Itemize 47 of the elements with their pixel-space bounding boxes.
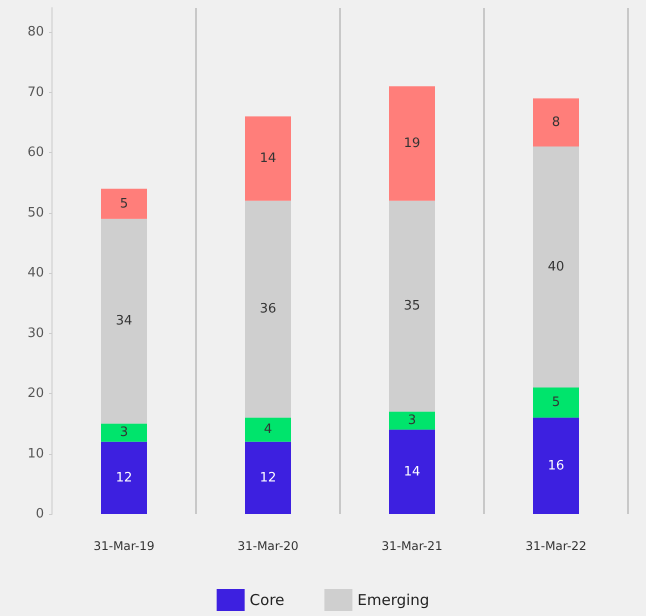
legend-label: Emerging — [357, 591, 430, 609]
data-label: 3 — [120, 425, 128, 440]
bar — [245, 442, 291, 514]
bar — [101, 424, 147, 442]
data-label: 14 — [260, 151, 276, 166]
y-tick-label: 40 — [27, 266, 44, 281]
data-label: 34 — [116, 314, 132, 329]
y-tick-label: 70 — [27, 84, 44, 100]
y-tick-label: 20 — [27, 386, 44, 402]
legend-label: Core — [250, 591, 284, 609]
data-label: 40 — [548, 260, 564, 275]
x-tick-label: 31-Mar-21 — [381, 539, 443, 553]
data-label: 5 — [120, 196, 128, 212]
data-label: 12 — [260, 470, 276, 486]
data-label: 35 — [404, 298, 420, 314]
x-tick-label: 31-Mar-19 — [93, 539, 155, 553]
bar — [389, 412, 435, 430]
y-tick-label: 30 — [27, 326, 44, 341]
data-label: 5 — [552, 395, 560, 410]
data-label: 14 — [404, 464, 420, 480]
y-tick-label: 0 — [36, 506, 44, 522]
bar — [389, 200, 435, 412]
bar — [389, 86, 435, 201]
bar — [101, 218, 147, 424]
data-label: 3 — [408, 413, 416, 428]
bar — [101, 188, 147, 219]
data-label: 36 — [260, 302, 276, 317]
y-tick-label: 80 — [27, 24, 44, 40]
bar — [533, 418, 579, 514]
y-tick-label: 60 — [27, 145, 44, 160]
y-tick-label: 10 — [27, 446, 44, 462]
data-label: 8 — [552, 114, 560, 130]
bar — [245, 116, 291, 201]
x-tick-label: 31-Mar-20 — [237, 539, 299, 553]
bar — [101, 442, 147, 514]
bar — [245, 418, 291, 442]
bar — [389, 430, 435, 514]
bar — [533, 98, 579, 147]
x-tick-label: 31-Mar-22 — [525, 539, 587, 553]
y-tick-label: 50 — [27, 205, 44, 220]
data-label: 19 — [404, 136, 420, 152]
data-label: 4 — [264, 422, 272, 438]
bar — [245, 200, 291, 418]
data-label: 16 — [548, 458, 564, 474]
data-label: 12 — [116, 470, 132, 486]
bar — [533, 388, 579, 418]
bar — [533, 146, 579, 388]
